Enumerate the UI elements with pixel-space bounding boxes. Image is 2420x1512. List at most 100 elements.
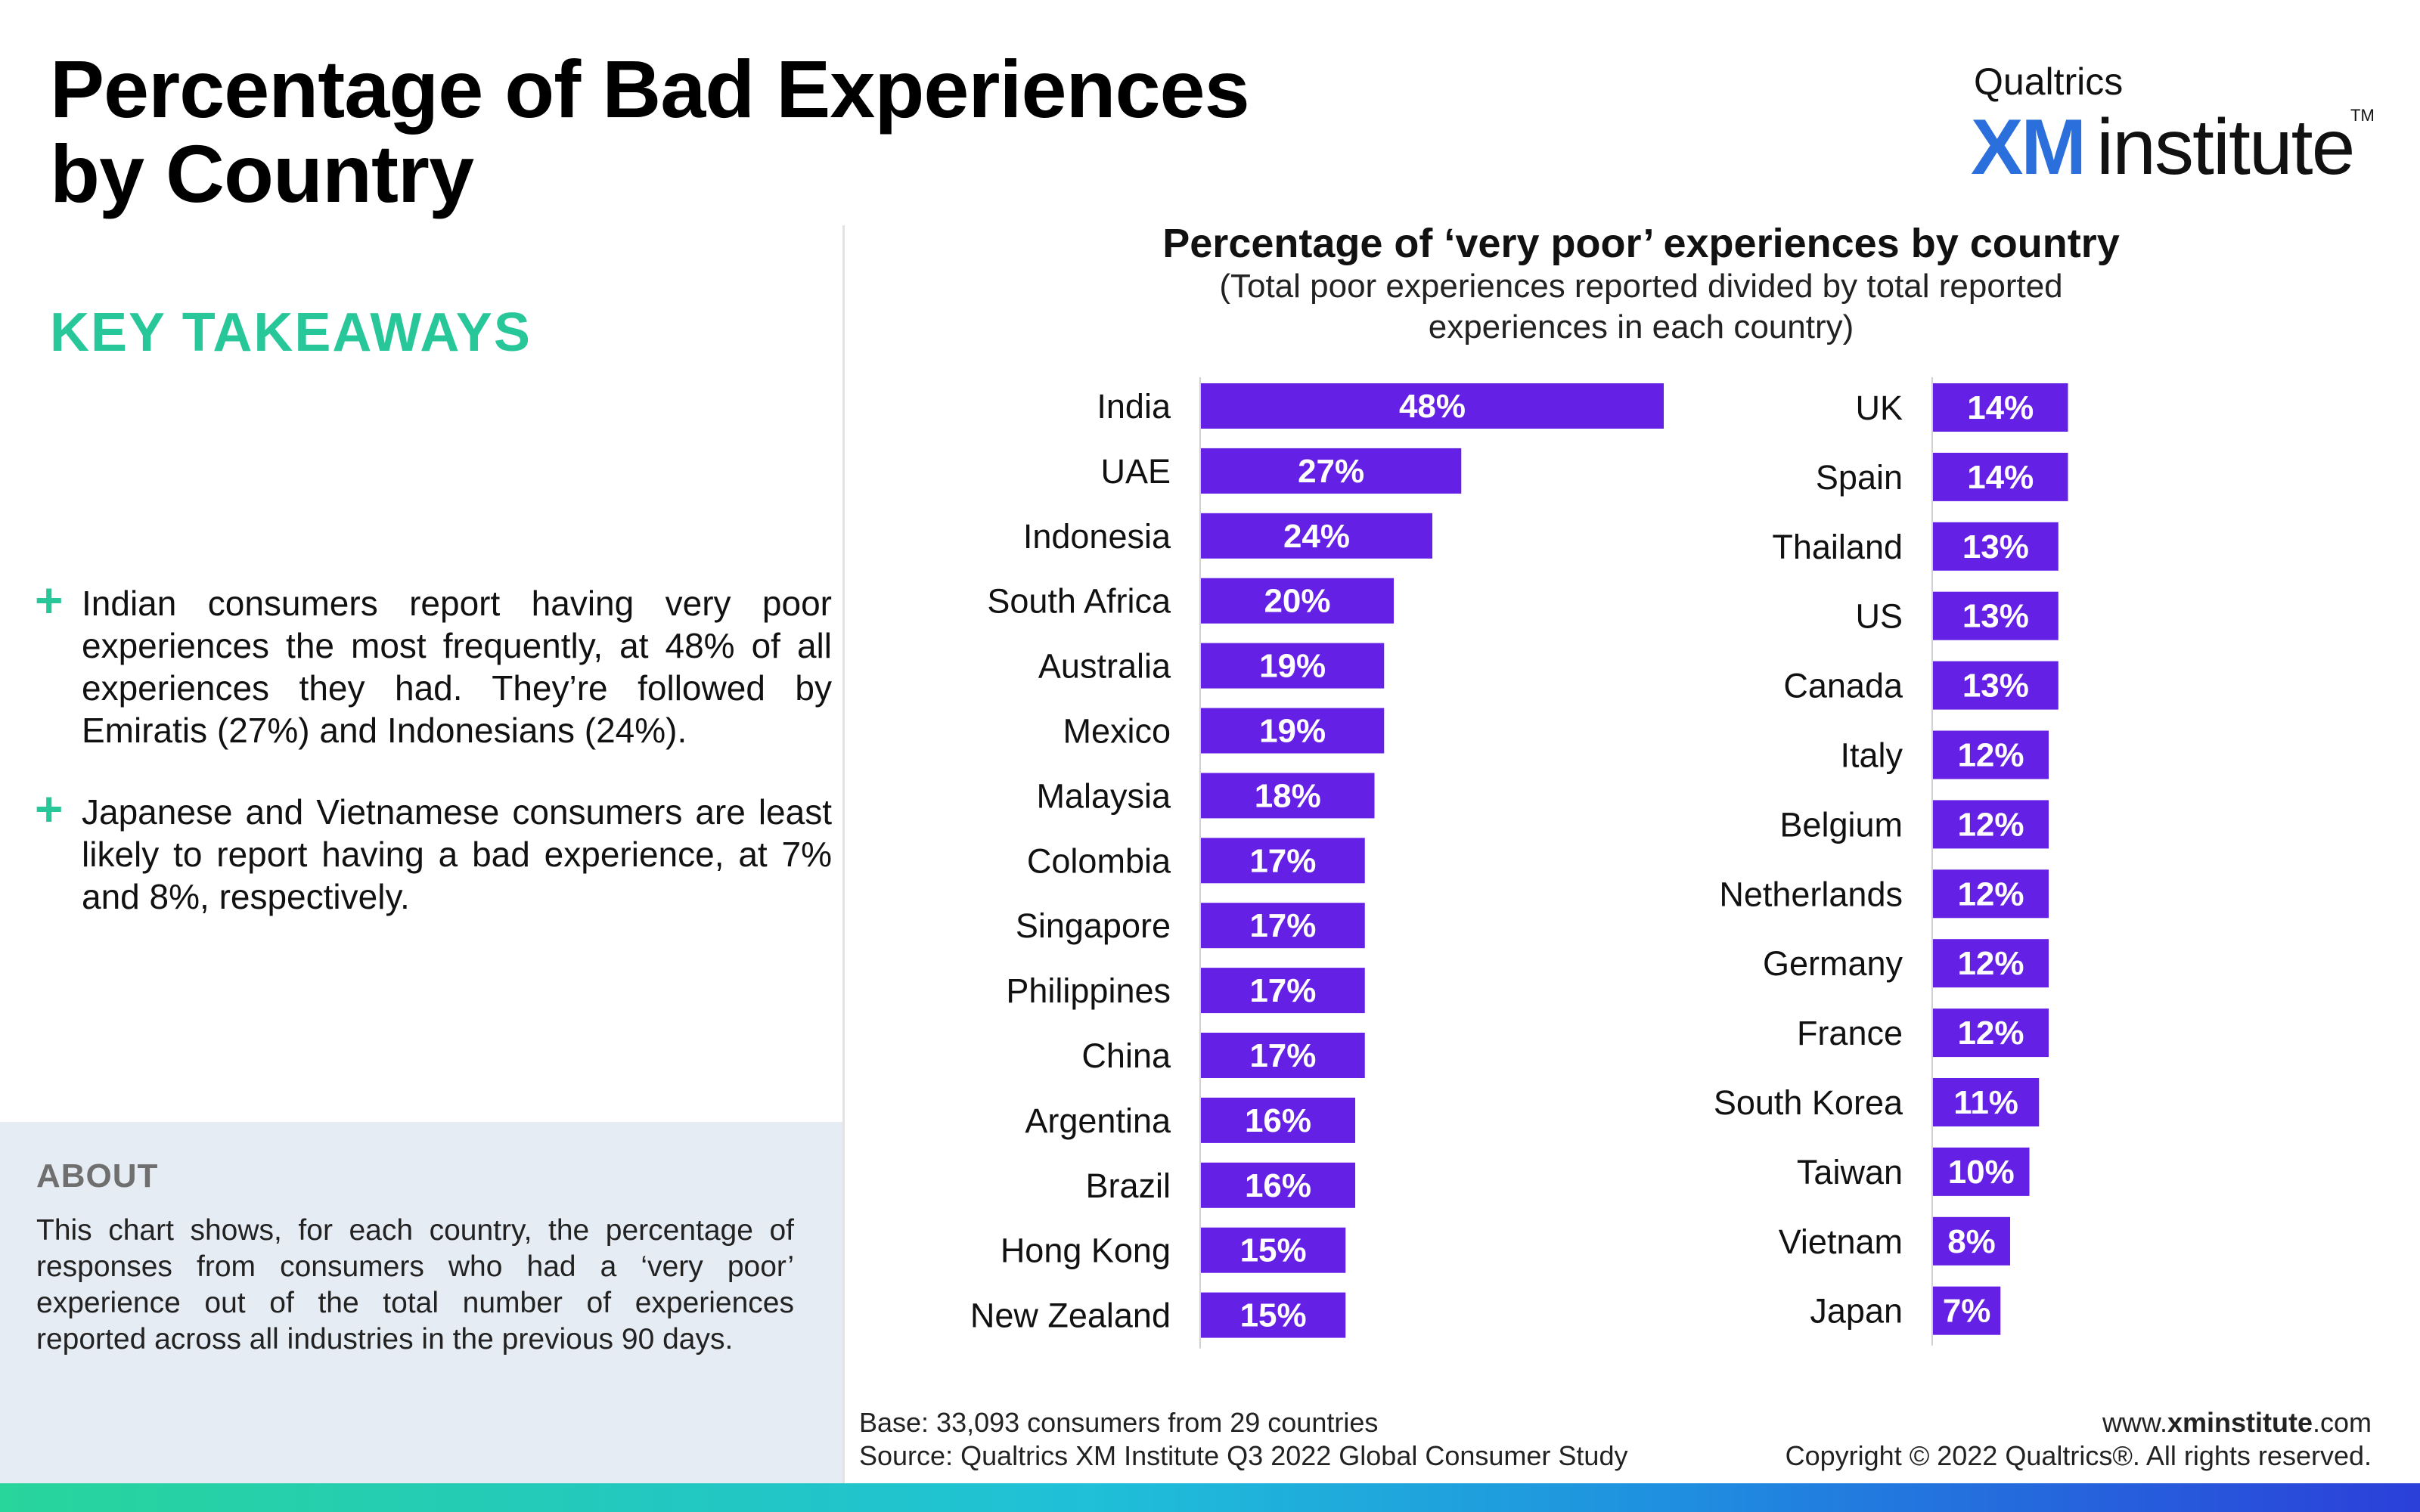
data-label: 13%	[1962, 528, 2029, 565]
bar	[1201, 1162, 1355, 1208]
category-label: UK	[1855, 389, 1903, 427]
bottom-gradient-bar	[0, 1483, 2420, 1512]
bar	[1201, 773, 1375, 819]
data-label: 7%	[1943, 1293, 1991, 1330]
data-label: 24%	[1283, 518, 1350, 555]
data-label: 48%	[1399, 388, 1466, 425]
category-label: Indonesia	[1023, 517, 1171, 556]
bar	[1201, 708, 1385, 754]
category-label: Taiwan	[1797, 1153, 1903, 1191]
category-label: Canada	[1783, 667, 1903, 705]
category-label: Australia	[1038, 647, 1171, 686]
bar	[1933, 591, 2059, 640]
bar	[1933, 383, 2068, 432]
copyright-notice: Copyright © 2022 Qualtrics®. All rights …	[1785, 1440, 2372, 1471]
bar	[1201, 578, 1394, 624]
logo-xm: XM	[1971, 104, 2086, 191]
category-label: South Africa	[987, 582, 1171, 621]
data-label: 19%	[1259, 713, 1326, 750]
bar	[1933, 1009, 2049, 1058]
data-label: 17%	[1249, 842, 1316, 879]
data-label: 13%	[1962, 598, 2029, 635]
data-label: 15%	[1240, 1232, 1307, 1269]
data-label: 12%	[1957, 737, 2024, 774]
bar	[1933, 1286, 2001, 1335]
website-url[interactable]: www.xminstitute.com	[2102, 1406, 2372, 1439]
category-label: Malaysia	[1036, 776, 1171, 815]
category-label: Colombia	[1027, 841, 1171, 880]
about-panel: ABOUT This chart shows, for each country…	[0, 1122, 842, 1486]
chart-subtitle: (Total poor experiences reported divided…	[1150, 266, 2133, 348]
data-label: 27%	[1298, 453, 1364, 490]
category-label: South Korea	[1714, 1083, 1903, 1122]
bar	[1933, 800, 2049, 849]
bar	[1933, 522, 2059, 571]
url-domain: xminstitute	[2167, 1407, 2313, 1438]
category-label: Mexico	[1063, 712, 1171, 751]
data-label: 14%	[1967, 389, 2034, 426]
footnote-source: Source: Qualtrics XM Institute Q3 2022 G…	[859, 1440, 1628, 1471]
category-label: UAE	[1100, 452, 1171, 491]
plus-icon: +	[35, 573, 64, 627]
url-suffix: .com	[2312, 1407, 2372, 1438]
chart-title: Percentage of ‘very poor’ experiences by…	[1162, 221, 2120, 266]
bar	[1201, 1033, 1365, 1078]
data-label: 11%	[1953, 1084, 2018, 1121]
category-label: Philippines	[1006, 971, 1171, 1010]
category-label: New Zealand	[970, 1297, 1171, 1335]
bar	[1933, 869, 2049, 919]
logo-institute: institute	[2096, 104, 2355, 191]
category-label: Hong Kong	[1001, 1232, 1171, 1270]
footnote-base: Base: 33,093 consumers from 29 countries	[859, 1407, 1379, 1438]
category-label: US	[1855, 597, 1903, 636]
bar	[1933, 1216, 2010, 1266]
page-title-line2: by Country	[50, 128, 474, 219]
key-takeaways-heading: KEY TAKEAWAYS	[50, 302, 532, 363]
data-label: 12%	[1957, 1015, 2024, 1052]
category-label: Germany	[1763, 944, 1903, 983]
page-title: Percentage of Bad Experiences by Country	[50, 47, 1336, 216]
category-label: Belgium	[1779, 805, 1903, 844]
data-label: 13%	[1962, 668, 2029, 705]
vertical-divider	[842, 225, 845, 1486]
category-label: Argentina	[1025, 1101, 1171, 1140]
data-label: 8%	[1947, 1223, 1996, 1260]
category-label: Italy	[1840, 736, 1903, 775]
data-label: 17%	[1249, 907, 1316, 944]
bar	[1933, 661, 2059, 710]
data-label: 16%	[1245, 1167, 1311, 1204]
takeaway-text: Japanese and Vietnamese consumers are le…	[82, 792, 832, 916]
bar	[1201, 1097, 1355, 1143]
category-label: Vietnam	[1779, 1222, 1903, 1261]
data-label: 18%	[1255, 777, 1321, 814]
bar	[1933, 730, 2049, 779]
page-title-line1: Percentage of Bad Experiences	[50, 43, 1250, 135]
data-label: 16%	[1245, 1102, 1311, 1139]
bar	[1201, 513, 1432, 559]
bar	[1201, 903, 1365, 949]
bar	[1201, 1227, 1346, 1273]
category-label: Singapore	[1016, 906, 1171, 945]
data-label: 20%	[1264, 583, 1330, 620]
plus-icon: +	[35, 782, 64, 836]
data-label: 15%	[1240, 1297, 1307, 1334]
bar	[1933, 452, 2068, 501]
data-label: 10%	[1948, 1154, 2015, 1191]
category-label: Japan	[1810, 1292, 1903, 1331]
about-heading: ABOUT	[36, 1157, 159, 1194]
about-text: This chart shows, for each country, the …	[36, 1214, 794, 1356]
logo-trademark: TM	[2350, 106, 2375, 125]
category-label: China	[1081, 1036, 1171, 1075]
category-label: Spain	[1816, 458, 1903, 497]
bar	[1933, 1147, 2030, 1196]
category-label: Netherlands	[1719, 875, 1903, 913]
chart-subtitle-line2: experiences in each country)	[1428, 308, 1854, 345]
bar	[1201, 838, 1365, 884]
chart-subtitle-line1: (Total poor experiences reported divided…	[1219, 268, 2063, 305]
bar	[1933, 939, 2049, 988]
logo-company-name: Qualtrics	[1974, 60, 2124, 103]
category-label: Thailand	[1772, 528, 1903, 566]
data-label: 12%	[1957, 875, 2024, 912]
category-label: India	[1097, 387, 1171, 426]
